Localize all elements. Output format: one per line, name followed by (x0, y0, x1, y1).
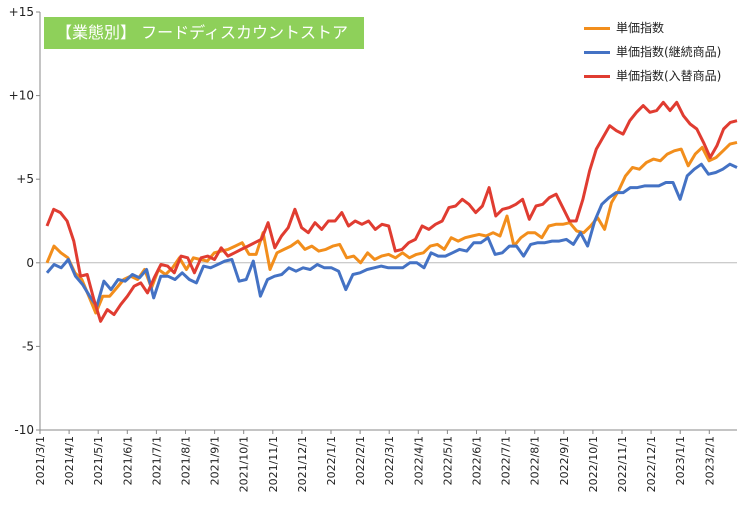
x-tick-label: 2022/10/1 (587, 436, 600, 492)
x-tick-label: 2021/5/1 (92, 436, 105, 485)
series-line-replaced (45, 100, 738, 323)
y-tick-label: -10 (14, 423, 34, 437)
legend-item-replaced: 単価指数(入替商品) (584, 66, 721, 90)
legend: 単価指数 単価指数(継続商品) 単価指数(入替商品) (584, 18, 721, 90)
x-tick-label: 2022/4/1 (412, 436, 425, 485)
x-tick-label: 2022/1/1 (325, 436, 338, 485)
x-tick-label: 2023/2/1 (703, 436, 716, 485)
legend-swatch-replaced (584, 75, 610, 78)
x-tick-label: 2021/8/1 (180, 436, 193, 485)
y-tick-label: +10 (9, 89, 34, 103)
x-tick-label: 2021/12/1 (296, 436, 309, 492)
x-tick-label: 2022/12/1 (645, 436, 658, 492)
x-tick-label: 2022/11/1 (616, 436, 629, 492)
x-tick-label: 2021/9/1 (209, 436, 222, 485)
x-tick-label: 2023/1/1 (674, 436, 687, 485)
x-tick-label: 2021/11/1 (267, 436, 280, 492)
x-tick-label: 2022/9/1 (558, 436, 571, 485)
x-tick-label: 2021/7/1 (150, 436, 163, 485)
series-line-unit-price (45, 140, 738, 315)
x-tick-label: 2022/3/1 (383, 436, 396, 485)
x-tick-label: 2022/5/1 (441, 436, 454, 485)
legend-item-unit-price: 単価指数 (584, 18, 721, 42)
y-tick-label: +15 (9, 5, 34, 19)
chart-title: 【業態別】 フードディスカウントストア (44, 17, 364, 49)
legend-swatch-unit-price (584, 27, 610, 30)
y-tick-label: +5 (16, 172, 34, 186)
legend-swatch-continuing (584, 51, 610, 54)
x-tick-label: 2022/8/1 (529, 436, 542, 485)
x-tick-label: 2022/6/1 (471, 436, 484, 485)
y-tick-label: -5 (22, 339, 34, 353)
legend-label-replaced: 単価指数(入替商品) (616, 69, 722, 83)
x-tick-label: 2021/6/1 (121, 436, 134, 485)
legend-label-continuing: 単価指数(継続商品) (616, 45, 722, 59)
x-tick-label: 2021/4/1 (63, 436, 76, 485)
x-tick-label: 2022/7/1 (500, 436, 513, 485)
y-tick-label: 0 (26, 256, 34, 270)
series-line-continuing (45, 162, 738, 308)
legend-label-unit-price: 単価指数 (616, 21, 665, 35)
x-tick-label: 2021/10/1 (238, 436, 251, 492)
x-tick-label: 2021/3/1 (34, 436, 47, 485)
x-tick-label: 2022/2/1 (354, 436, 367, 485)
legend-item-continuing: 単価指数(継続商品) (584, 42, 721, 66)
